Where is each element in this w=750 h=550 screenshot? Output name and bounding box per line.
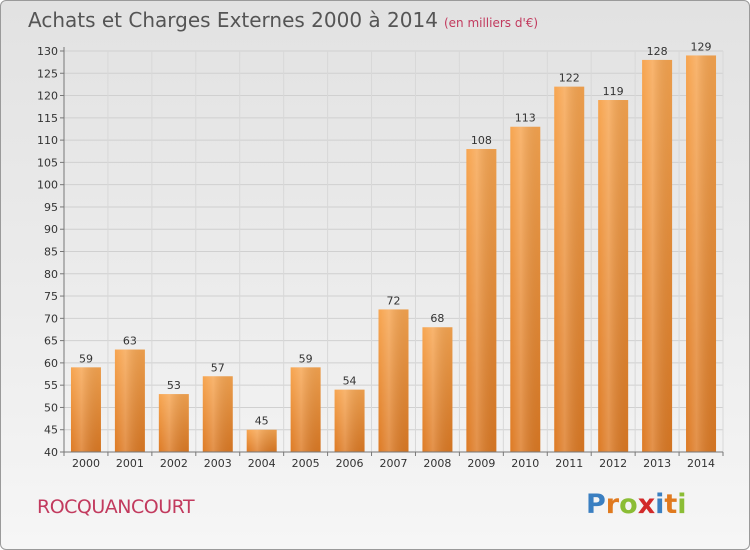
y-tick-label: 40: [44, 446, 58, 459]
data-label: 59: [79, 352, 93, 365]
data-label: 68: [430, 312, 444, 325]
bar-sheen: [422, 327, 453, 452]
data-label: 57: [211, 361, 225, 374]
logo-letter: r: [605, 489, 620, 520]
y-tick-label: 105: [37, 156, 58, 169]
commune-name: ROCQUANCOURT: [37, 496, 195, 518]
data-label: 54: [343, 375, 357, 388]
chart-title: Achats et Charges Externes 2000 à 2014 (e…: [28, 8, 538, 32]
data-label: 129: [691, 40, 712, 53]
bar-sheen: [554, 86, 585, 453]
bar-sheen: [686, 55, 717, 452]
x-tick-label: 2011: [555, 457, 583, 470]
y-tick-label: 95: [44, 201, 58, 214]
bar-sheen: [246, 429, 277, 452]
bar-sheen: [378, 309, 409, 452]
logo-letter: t: [664, 489, 678, 520]
x-tick-label: 2007: [380, 457, 408, 470]
y-tick-label: 110: [37, 134, 58, 147]
data-label: 128: [647, 45, 668, 58]
data-label: 122: [559, 72, 580, 85]
bar-sheen: [70, 367, 101, 452]
x-axis: 2000 2001 2002 2003 2004 2005 2006 2007 2008 2009…: [63, 451, 724, 470]
data-label: 53: [167, 379, 181, 392]
y-tick-label: 115: [37, 112, 58, 125]
data-label: 45: [255, 415, 269, 428]
y-tick-label: 130: [37, 45, 58, 58]
x-tick-label: 2000: [72, 457, 100, 470]
y-tick-label: 75: [44, 290, 58, 303]
bar-sheen: [114, 349, 145, 452]
y-tick-label: 60: [44, 357, 58, 370]
bar-sheen: [334, 389, 365, 452]
y-tick-label: 100: [37, 179, 58, 192]
x-tick-label: 2012: [599, 457, 627, 470]
x-tick-label: 2006: [336, 457, 364, 470]
x-tick-label: 2013: [643, 457, 671, 470]
y-tick-label: 120: [37, 90, 58, 103]
x-tick-label: 2008: [423, 457, 451, 470]
proxiti-logo: Proxiti: [586, 489, 687, 520]
data-label: 72: [387, 294, 401, 307]
y-axis: 40 45 50 55 60 65 70 75 80 85 90 95 100 105 110 115 120 1…: [37, 45, 65, 459]
y-tick-label: 55: [44, 379, 58, 392]
x-tick-label: 2003: [204, 457, 232, 470]
bar-sheen: [466, 149, 497, 452]
y-tick-label: 70: [44, 312, 58, 325]
x-tick-label: 2009: [467, 457, 495, 470]
x-tick-label: 2014: [687, 457, 715, 470]
bar-sheen: [158, 394, 189, 452]
logo-letter: o: [619, 489, 638, 520]
x-tick-label: 2010: [511, 457, 539, 470]
chart-title-text: Achats et Charges Externes 2000 à 2014: [28, 8, 438, 32]
logo-letter: i: [655, 489, 665, 520]
data-label: 119: [603, 85, 624, 98]
y-tick-label: 125: [37, 67, 58, 80]
x-tick-label: 2004: [248, 457, 276, 470]
data-label: 108: [471, 134, 492, 147]
y-tick-label: 65: [44, 335, 58, 348]
logo-letter: x: [637, 489, 656, 520]
bars-group: 59 63 53 57 45 59 54 72 68 108 113 122 119 128 129: [70, 40, 717, 453]
y-tick-label: 85: [44, 246, 58, 259]
bar-sheen: [510, 126, 541, 452]
data-label: 113: [515, 112, 536, 125]
logo-letter: P: [586, 489, 606, 520]
x-tick-label: 2001: [116, 457, 144, 470]
x-tick-label: 2002: [160, 457, 188, 470]
data-label: 59: [299, 352, 313, 365]
bar-sheen: [642, 59, 673, 453]
bar-sheen: [202, 376, 233, 452]
bar-sheen: [290, 367, 321, 452]
data-label: 63: [123, 335, 137, 348]
logo-letter: i: [677, 489, 687, 520]
y-tick-label: 45: [44, 424, 58, 437]
x-tick-label: 2005: [292, 457, 320, 470]
y-tick-label: 50: [44, 401, 58, 414]
bar-sheen: [598, 100, 629, 452]
chart-subtitle: (en milliers d'€): [443, 16, 539, 30]
y-tick-label: 80: [44, 268, 58, 281]
y-tick-label: 90: [44, 223, 58, 236]
